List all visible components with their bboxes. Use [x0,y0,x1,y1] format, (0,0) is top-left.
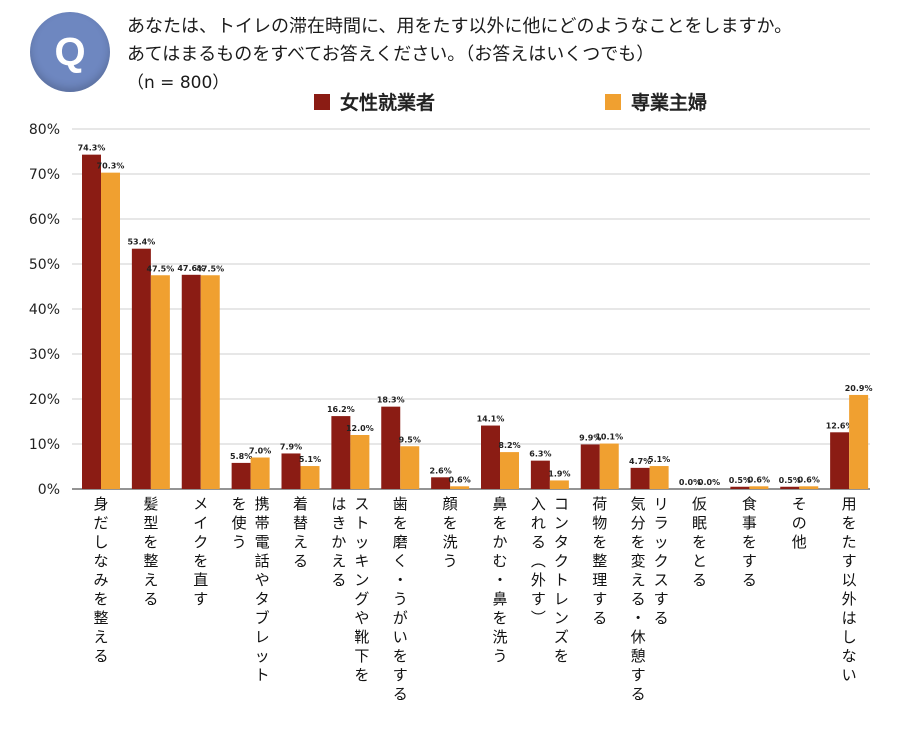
data-label-series-2: 8.2% [498,441,520,450]
x-category-label: コンタクトレンズを入れる︵外す︶ [531,495,569,665]
bar-series-1 [381,406,401,489]
data-label-series-2: 10.1% [595,433,623,442]
bar-series-1 [331,416,351,489]
data-label-series-1: 14.1% [477,415,505,424]
y-tick-label: 80% [29,122,60,138]
bar-series-1 [830,432,850,489]
data-label-series-2: 5.1% [299,455,321,464]
data-label-series-1: 5.8% [230,452,252,461]
y-tick-label: 60% [29,212,60,228]
y-tick-label: 40% [29,302,60,318]
x-category-label: 用をたす以外はしない [842,495,857,684]
bar-series-2 [549,480,569,489]
question-badge-letter: Q [54,29,86,74]
data-label-series-1: 12.6% [826,421,854,430]
data-label-series-2: 47.5% [196,264,224,273]
x-category-label: ストッキングや靴下をはきかえる [331,495,369,684]
data-label-series-1: 0.5% [729,476,751,485]
data-label-series-1: 74.3% [78,144,106,153]
bar-series-1 [82,154,101,489]
bar-series-2 [450,486,470,489]
x-category-label: 顔を洗う [443,495,458,570]
bar-series-1 [131,248,151,489]
x-category-label: 荷物を整理する [592,495,607,627]
data-label-series-2: 7.0% [249,447,271,456]
data-label-series-2: 12.0% [346,424,374,433]
bar-series-2 [799,486,819,489]
bar-series-2 [150,275,170,489]
bar-series-1 [481,425,500,489]
data-label-series-1: 0.0% [679,478,701,487]
x-category-label: その他 [792,495,807,551]
bar-series-2 [101,172,120,489]
bar-series-2 [300,466,320,489]
question-badge: Q [30,12,110,92]
x-category-label: リラックスする気分を変える・休憩する [631,495,669,703]
data-label-series-2: 9.5% [399,435,421,444]
data-label-series-1: 16.2% [327,405,355,414]
x-category-label: 髪型を整える [143,495,158,608]
y-tick-label: 0% [38,482,60,498]
bar-series-2 [749,486,769,489]
data-label-series-1: 18.3% [377,396,405,405]
bar-series-2 [250,457,270,489]
bar-series-1 [630,467,650,489]
legend-item-series-1: 女性就業者 [314,88,435,115]
bar-series-1 [231,462,251,489]
x-category-label: 仮眠をとる [692,495,707,589]
data-label-series-2: 0.0% [698,478,720,487]
data-label-series-2: 0.6% [449,475,471,484]
data-label-series-1: 53.4% [127,238,155,247]
bar-series-2 [849,394,869,489]
data-label-series-1: 7.9% [280,442,302,451]
bar-series-2 [200,275,220,489]
y-tick-label: 70% [29,167,60,183]
data-label-series-1: 4.7% [629,457,651,466]
y-tick-label: 20% [29,392,60,408]
bar-series-2 [649,466,669,489]
y-tick-label: 50% [29,257,60,273]
bar-series-1 [580,444,600,489]
data-label-series-2: 1.9% [548,469,570,478]
sample-size: （n = 800） [127,73,230,93]
data-label-series-2: 20.9% [845,384,873,393]
bar-series-2 [599,443,619,489]
question-text-line2: あてはまるものをすべてお答えください。（お答えはいくつでも） [127,44,655,65]
x-category-label: 着替える [293,495,308,570]
data-label-series-1: 2.6% [430,466,452,475]
data-label-series-1: 47.6% [177,264,205,273]
legend-item-series-2: 専業主婦 [605,88,707,115]
bar-series-1 [181,274,201,489]
bar-series-1 [530,460,550,489]
legend-label-series-1: 女性就業者 [340,92,436,114]
data-label-series-2: 0.6% [748,475,770,484]
legend-label-series-2: 専業主婦 [631,92,708,114]
data-label-series-1: 9.9% [579,433,601,442]
bar-series-1 [780,486,800,489]
bar-series-1 [431,477,451,489]
x-category-label: 携帯電話やタブレットを使う [232,495,270,684]
bar-series-2 [500,452,519,489]
legend-swatch-series-2 [605,93,621,110]
bar-series-2 [350,435,370,489]
data-label-series-2: 0.6% [798,475,820,484]
x-category-label: 身だしなみを整える [93,495,108,665]
bar-series-2 [400,446,420,489]
y-tick-label: 30% [29,347,60,363]
x-category-label: メイクを直す [193,495,208,608]
data-label-series-2: 5.1% [648,455,670,464]
data-label-series-2: 70.3% [97,162,125,171]
data-label-series-1: 6.3% [529,450,551,459]
data-label-series-2: 47.5% [146,264,174,273]
bar-series-1 [730,486,750,489]
bar-series-1 [281,453,301,489]
question-text-line1: あなたは、トイレの滞在時間に、用をたす以外に他にどのようなことをしますか。 [127,16,793,37]
data-label-series-1: 0.5% [779,476,801,485]
x-category-label: 歯を磨く・うがいをする [393,495,408,703]
legend-swatch-series-1 [314,93,330,110]
y-tick-label: 10% [29,437,60,453]
x-category-label: 鼻をかむ・鼻を洗う [492,495,507,665]
x-category-label: 食事をする [742,495,757,589]
